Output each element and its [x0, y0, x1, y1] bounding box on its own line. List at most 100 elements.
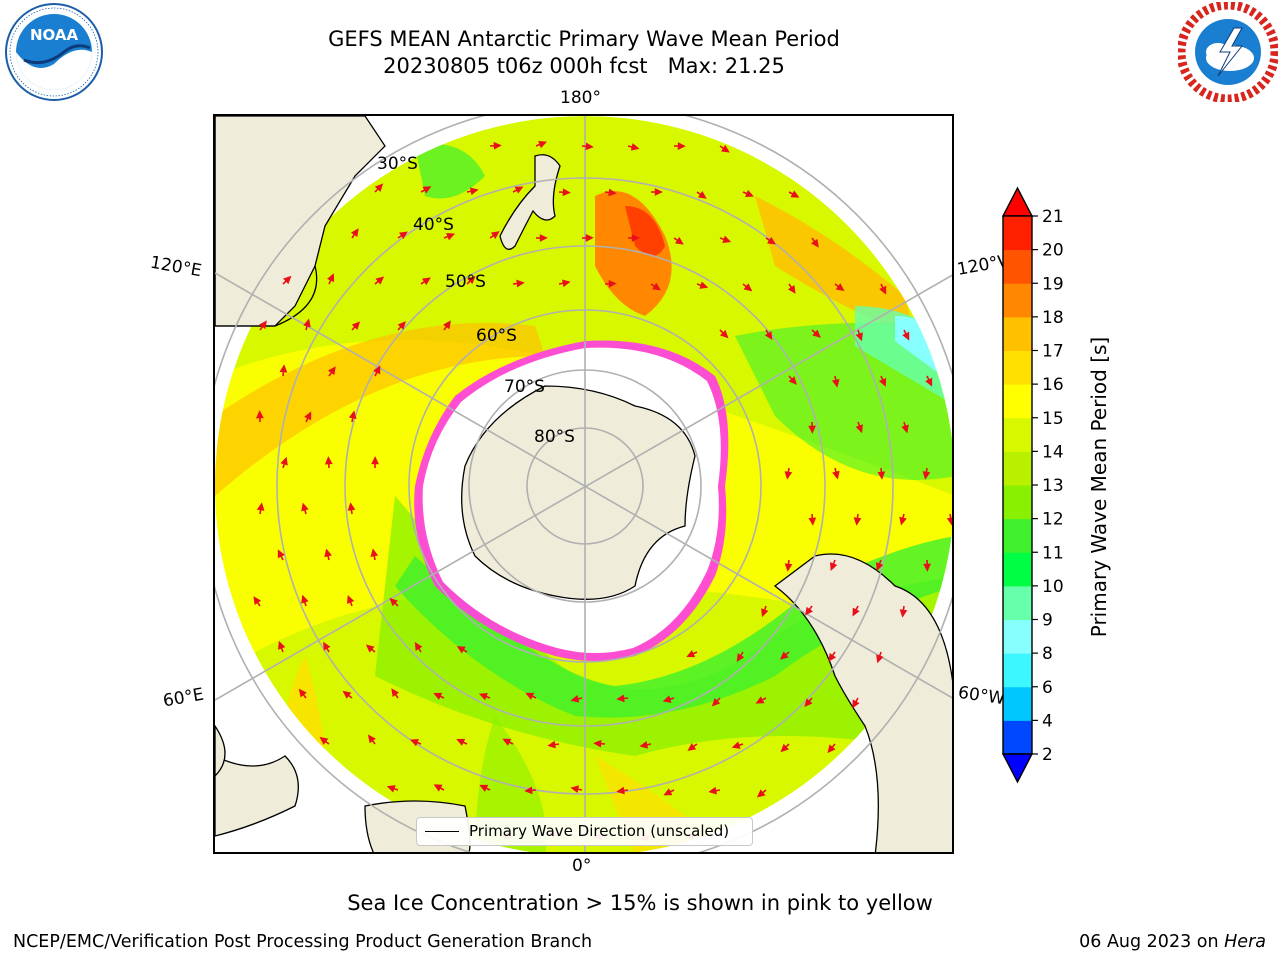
- wave-arrow-head: [879, 285, 887, 295]
- colorbar: 2 4 6 8 9 10 11 12 13 14 15 16 17 18 19 20 21: [1001, 186, 1064, 784]
- wave-arrow-head: [516, 279, 525, 288]
- colorbar-tick-label: 12: [1042, 510, 1064, 530]
- wave-arrow-head: [327, 273, 335, 283]
- wave-arrow-head: [514, 186, 524, 194]
- wave-arrow-head: [253, 596, 262, 606]
- wave-arrow-head: [524, 786, 533, 795]
- wave-arrow-head: [342, 690, 352, 699]
- wave-arrow-head: [745, 189, 754, 198]
- colorbar-tick-label: 11: [1042, 543, 1064, 563]
- wave-arrow-head: [831, 378, 840, 388]
- wave-arrow-head: [351, 321, 361, 330]
- wave-arrow-head: [570, 785, 580, 794]
- wave-arrow-head: [389, 597, 398, 607]
- wave-arrow-head: [371, 456, 379, 465]
- wave-arrow-head: [784, 563, 793, 572]
- footer-credit: NCEP/EMC/Verification Post Processing Pr…: [13, 932, 593, 952]
- wave-arrow-head: [298, 688, 307, 698]
- colorbar-swatch: [1003, 350, 1032, 385]
- wave-arrow-head: [593, 739, 602, 748]
- wave-arrow-head: [433, 784, 443, 792]
- colorbar-swatch: [1003, 451, 1032, 486]
- wave-arrow-head: [409, 738, 419, 747]
- wave-arrow-head: [301, 502, 309, 512]
- wave-arrow-head: [373, 365, 381, 375]
- wave-arrow-head: [663, 788, 673, 796]
- wave-arrow-head: [923, 563, 931, 572]
- colorbar-swatch: [1003, 518, 1032, 553]
- colorbar-tick-label: 19: [1042, 274, 1064, 294]
- wave-arrow-head: [722, 235, 732, 243]
- wave-direction-arrows: [253, 140, 952, 841]
- wave-arrow-head: [780, 651, 789, 660]
- colorbar-tick-label: 18: [1042, 308, 1064, 328]
- colorbar-swatch: [1003, 585, 1032, 620]
- wave-arrow-head: [608, 279, 617, 288]
- chart-title: GEFS MEAN Antarctic Primary Wave Mean Pe…: [328, 27, 840, 51]
- wave-arrow-head: [585, 234, 594, 242]
- wave-arrow-head: [687, 743, 697, 751]
- colorbar-tick-label: 10: [1042, 577, 1064, 597]
- wave-arrow-head: [686, 650, 696, 658]
- wave-arrow-head: [490, 231, 500, 239]
- footer-date: 06 Aug 2023 on Hera: [1079, 932, 1266, 952]
- wave-arrow-head: [830, 562, 838, 572]
- graticule: [215, 116, 952, 852]
- wave-arrow-head: [879, 377, 887, 387]
- colorbar-tick-label: 16: [1042, 375, 1064, 395]
- colorbar-swatch: [1003, 316, 1032, 351]
- colorbar-tick-label: 14: [1042, 442, 1064, 462]
- legend-label: Primary Wave Direction (unscaled): [469, 822, 730, 840]
- wave-arrow-head: [720, 144, 730, 153]
- wave-arrow-head: [788, 376, 797, 385]
- wave-arrow-head: [433, 692, 443, 700]
- colorbar-tick-label: 20: [1042, 241, 1064, 261]
- wave-arrow-head: [852, 699, 860, 709]
- wave-arrow-head: [808, 425, 817, 434]
- colorbar-swatch: [1003, 384, 1032, 419]
- wave-arrow-head: [616, 786, 625, 795]
- wave-arrow-head: [467, 275, 476, 285]
- colorbar-swatch: [1003, 485, 1032, 520]
- wave-arrow-head: [899, 609, 908, 618]
- wave-arrow-head: [279, 364, 288, 373]
- lat-label-80s: 80°S: [534, 427, 575, 447]
- wave-arrow-head: [561, 279, 571, 288]
- wave-arrow-head: [255, 410, 264, 419]
- wave-arrow-head: [787, 284, 796, 294]
- wave-arrow-head: [374, 183, 384, 192]
- wave-arrow-head: [731, 741, 741, 749]
- wave-arrow-head: [301, 594, 309, 604]
- wave-arrow-head: [277, 549, 285, 559]
- wave-arrow-head: [421, 277, 431, 286]
- wave-arrow-head: [925, 377, 933, 387]
- wave-arrow-head: [852, 607, 860, 617]
- colorbar-tick-label: 21: [1042, 207, 1064, 227]
- wave-arrow-head: [319, 736, 329, 745]
- polar-map: 30°S 40°S 50°S 60°S 70°S 80°S: [215, 116, 952, 852]
- wave-arrow-head: [711, 698, 721, 707]
- colorbar-swatch: [1003, 653, 1032, 688]
- wave-arrow-head: [674, 236, 684, 245]
- colorbar-tick-label: 13: [1042, 476, 1064, 496]
- wave-arrow-head: [699, 281, 709, 289]
- wave-arrow-head: [350, 228, 359, 238]
- wave-arrow-head: [303, 318, 311, 328]
- wave-arrow-head: [812, 329, 821, 338]
- map-panel: 30°S 40°S 50°S 60°S 70°S 80°S Primary Wa…: [213, 114, 954, 854]
- wave-arrow-head: [443, 320, 451, 330]
- wave-arrow-head: [780, 743, 789, 753]
- colorbar-tick-label: 17: [1042, 342, 1064, 362]
- wave-arrow-head: [876, 654, 884, 664]
- colorbar-tick-label: 6: [1042, 678, 1053, 698]
- wave-arrow-head: [280, 456, 288, 466]
- wave-arrow-head: [391, 688, 400, 698]
- wave-arrow-head: [370, 548, 379, 557]
- wave-arrow-head: [278, 640, 286, 650]
- wave-arrow-head: [855, 332, 863, 342]
- wave-arrow-head: [469, 187, 479, 196]
- wave-arrow-head: [327, 366, 336, 376]
- wave-arrow-head: [756, 789, 766, 798]
- colorbar-tick-label: 15: [1042, 409, 1064, 429]
- wave-arrow-head: [547, 740, 556, 749]
